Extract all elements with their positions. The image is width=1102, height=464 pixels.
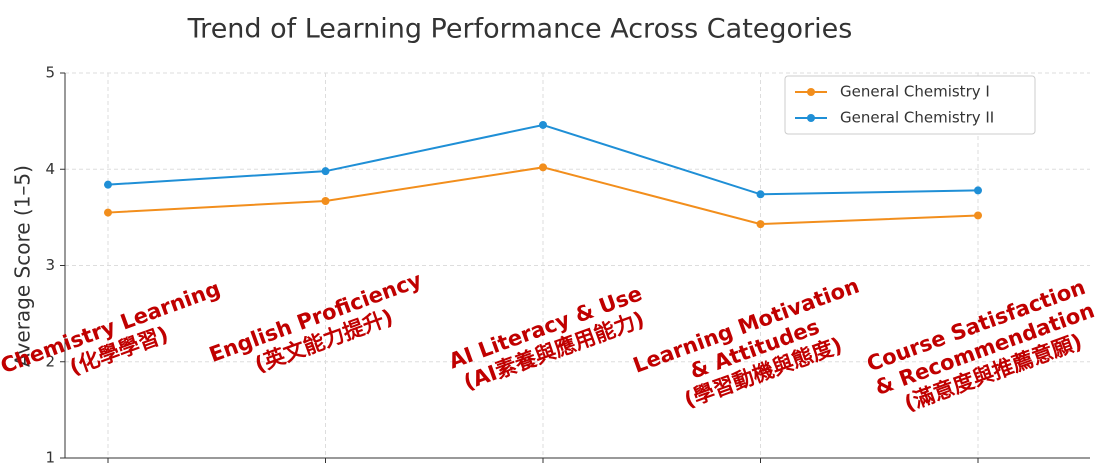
y-tick-label: 4 xyxy=(45,160,55,178)
point xyxy=(756,220,765,229)
y-tick-label: 3 xyxy=(45,256,55,274)
category-label: Chemistry Learning(化學學習) xyxy=(0,276,223,379)
category-label: Learning Motivation& Attitudes(學習動機與態度) xyxy=(630,273,862,412)
point xyxy=(974,186,982,195)
point xyxy=(321,197,330,206)
legend-marker xyxy=(807,88,815,96)
legend-box xyxy=(784,75,1036,135)
point xyxy=(756,190,765,199)
point xyxy=(974,211,982,220)
point xyxy=(539,163,547,172)
y-axis-label: Average Score (1–5) xyxy=(11,165,35,367)
point xyxy=(539,120,547,129)
point xyxy=(321,167,330,176)
legend-marker xyxy=(807,114,815,122)
point xyxy=(104,180,112,189)
category-label: Course Satisfaction& Recommendation(滿意度與… xyxy=(864,275,1098,416)
chart-title: Trend of Learning Performance Across Cat… xyxy=(187,14,853,45)
category-label: AI Literacy & Use(AI素養與應用能力) xyxy=(446,281,648,394)
y-tick-label: 2 xyxy=(45,352,55,370)
y-tick-label: 5 xyxy=(45,64,55,82)
y-tick-label: 1 xyxy=(45,449,55,464)
legend-label: General Chemistry II xyxy=(840,109,994,127)
legend-label: General Chemistry I xyxy=(840,83,990,101)
point xyxy=(104,208,112,217)
category-label: English Proficiency(英文能力提升) xyxy=(206,268,425,377)
